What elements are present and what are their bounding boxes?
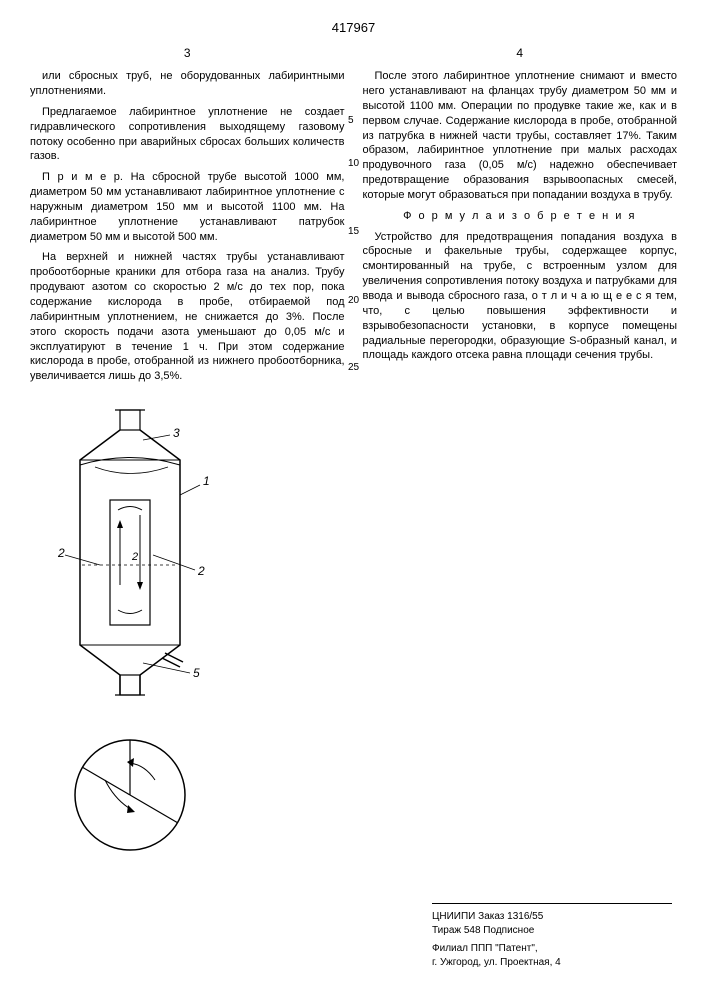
footer-line-2: Тираж 548 Подписное — [432, 924, 672, 938]
left-para-4: На верхней и нижней частях трубы устанав… — [30, 250, 345, 384]
right-para-3: Устройство для предотвращения попадания … — [363, 230, 678, 364]
ln-25: 25 — [348, 362, 359, 373]
footer-line-3: Филиал ППП "Патент", — [432, 942, 672, 956]
fig-label-top: 3 — [173, 426, 180, 440]
ln-10: 10 — [348, 158, 359, 169]
left-para-2: Предлагаемое лабиринтное уплотнение не с… — [30, 105, 345, 164]
left-para-1: или сбросных труб, не оборудованных лаби… — [30, 69, 345, 99]
fig-label-bottom: 5 — [193, 666, 200, 680]
footer-rule — [432, 903, 672, 904]
right-col-number: 4 — [363, 45, 678, 61]
main-figure-svg: 3 1 2 2 2 5 — [40, 405, 220, 705]
text-columns: 3 или сбросных труб, не оборудованных ла… — [30, 45, 677, 390]
right-column: 4 После этого лабиринтное уплотнение сни… — [363, 45, 678, 390]
formula-heading: Ф о р м у л а и з о б р е т е н и я — [363, 209, 678, 224]
footer-line-1: ЦНИИПИ Заказ 1316/55 — [432, 910, 672, 924]
ln-5: 5 — [348, 115, 354, 126]
page: 417967 3 или сбросных труб, не оборудова… — [0, 0, 707, 1000]
document-number: 417967 — [30, 20, 677, 35]
left-para-3: П р и м е р. На сбросной трубе высотой 1… — [30, 170, 345, 244]
left-col-number: 3 — [30, 45, 345, 61]
figure-area: 3 1 2 2 2 5 — [30, 405, 677, 865]
circle-figure-svg — [60, 725, 200, 865]
figure-container: 3 1 2 2 2 5 — [30, 405, 230, 865]
ln-20: 20 — [348, 295, 359, 306]
fig-label-center: 2 — [131, 551, 138, 563]
footer-line-4: г. Ужгород, ул. Проектная, 4 — [432, 956, 672, 970]
fig-label-right-1: 1 — [203, 474, 210, 488]
fig-label-right-2: 2 — [197, 564, 205, 578]
left-column: 3 или сбросных труб, не оборудованных ла… — [30, 45, 345, 390]
fig-label-left: 2 — [57, 546, 65, 560]
footer: ЦНИИПИ Заказ 1316/55 Тираж 548 Подписное… — [432, 903, 672, 970]
ln-15: 15 — [348, 226, 359, 237]
right-para-1: После этого лабиринтное уплотнение снима… — [363, 69, 678, 203]
